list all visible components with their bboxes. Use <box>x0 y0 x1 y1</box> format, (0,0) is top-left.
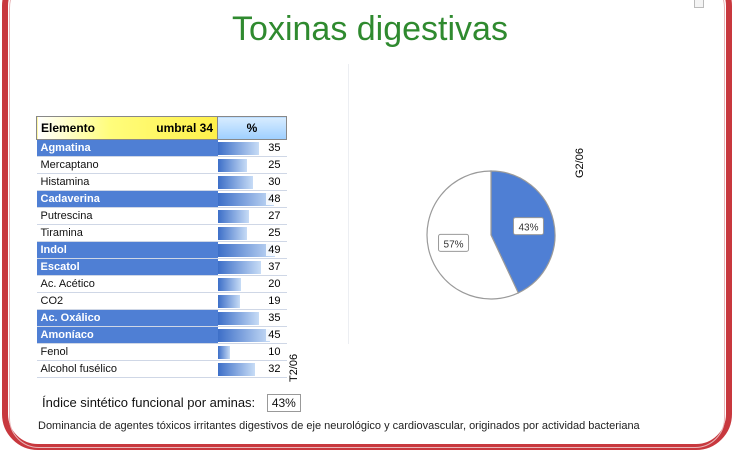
element-name: CO2 <box>36 292 218 310</box>
element-percent: 30 <box>217 173 287 191</box>
element-name: Tiramina <box>36 224 218 242</box>
percent-value: 37 <box>266 261 283 273</box>
table-row: CO2 19 <box>36 292 287 310</box>
element-percent: 27 <box>217 207 287 225</box>
percent-bar <box>217 346 230 359</box>
table-row: Ac. Acético 20 <box>36 275 287 293</box>
element-percent: 49 <box>217 241 287 259</box>
percent-bar <box>217 278 241 291</box>
pie-label: 43% <box>518 223 538 234</box>
percent-bar <box>217 329 270 342</box>
percent-value: 35 <box>266 142 283 154</box>
element-name: Amoníaco <box>36 326 218 344</box>
element-percent: 45 <box>217 326 287 344</box>
pie-chart: 43% 57% <box>426 170 556 300</box>
table-row: Histamina 30 <box>36 173 287 191</box>
element-percent: 48 <box>217 190 287 208</box>
slide-title: Toxinas digestivas <box>232 10 508 48</box>
percent-bar <box>217 295 240 308</box>
percent-bar <box>217 244 275 257</box>
percent-value: 27 <box>266 210 283 222</box>
table-row: Escatol 37 <box>36 258 287 276</box>
percent-value: 48 <box>266 193 283 205</box>
resize-handle-icon[interactable] <box>694 0 704 8</box>
percent-bar <box>217 227 247 240</box>
table-row: Ac. Oxálico 35 <box>36 309 287 327</box>
element-percent: 19 <box>217 292 287 310</box>
pie-label-box <box>512 217 544 236</box>
element-name: Fenol <box>36 343 218 361</box>
percent-value: 20 <box>266 278 283 290</box>
synthetic-index-label: Índice sintético funcional por aminas: <box>42 395 256 410</box>
table-row: Agmatina 35 <box>36 139 287 157</box>
element-percent: 20 <box>217 275 287 293</box>
element-name: Indol <box>36 241 218 259</box>
element-name: Mercaptano <box>36 156 218 174</box>
table-row: Tiramina 25 <box>36 224 287 242</box>
element-name: Escatol <box>36 258 218 276</box>
table-row: Alcohol fusélico 32 <box>36 360 287 378</box>
table-row: Putrescina 27 <box>36 207 287 225</box>
table-row: Amoníaco 45 <box>36 326 287 344</box>
element-name: Histamina <box>36 173 218 191</box>
synthetic-index: Índice sintético funcional por aminas: 4… <box>42 394 301 412</box>
element-percent: 35 <box>217 139 287 157</box>
conclusion-text: Dominancia de agentes tóxicos irritantes… <box>38 420 640 432</box>
header-percent: % <box>217 116 287 140</box>
percent-bar <box>217 261 261 274</box>
percent-value: 25 <box>266 159 283 171</box>
element-percent: 37 <box>217 258 287 276</box>
header-element-label: Elemento <box>41 121 96 135</box>
percent-bar <box>217 176 253 189</box>
header-element: Elemento umbral 34 <box>36 116 218 140</box>
table-row: Indol 49 <box>36 241 287 259</box>
table-row: Fenol 10 <box>36 343 287 361</box>
divider <box>348 64 349 344</box>
percent-value: 10 <box>266 346 283 358</box>
pie-label: 57% <box>444 239 464 250</box>
element-percent: 25 <box>217 224 287 242</box>
element-name: Putrescina <box>36 207 218 225</box>
percent-value: 19 <box>266 295 283 307</box>
percent-value: 49 <box>266 244 283 256</box>
percent-bar <box>217 193 274 206</box>
toxins-table: Elemento umbral 34 % Agmatina 35 Mercaptan… <box>36 116 287 378</box>
element-percent: 25 <box>217 156 287 174</box>
pie-slice <box>426 170 520 300</box>
percent-bar <box>217 159 247 172</box>
element-name: Alcohol fusélico <box>36 360 218 378</box>
percent-bar <box>217 363 255 376</box>
synthetic-index-value: 43% <box>266 394 301 412</box>
element-name: Cadaverina <box>36 190 218 208</box>
percent-value: 45 <box>266 329 283 341</box>
percent-value: 30 <box>266 176 283 188</box>
pie-label-box <box>438 233 470 252</box>
element-name: Ac. Acético <box>36 275 218 293</box>
element-name: Ac. Oxálico <box>36 309 218 327</box>
percent-value: 25 <box>266 227 283 239</box>
percent-bar <box>217 142 259 155</box>
table-code-label: T2/06 <box>288 353 300 382</box>
percent-value: 32 <box>266 363 283 375</box>
element-percent: 32 <box>217 360 287 378</box>
table-header-row: Elemento umbral 34 % <box>36 116 287 140</box>
header-threshold: umbral 34 <box>156 121 213 135</box>
table-row: Cadaverina 48 <box>36 190 287 208</box>
table-row: Mercaptano 25 <box>36 156 287 174</box>
element-percent: 10 <box>217 343 287 361</box>
element-name: Agmatina <box>36 139 218 157</box>
element-percent: 35 <box>217 309 287 327</box>
percent-bar <box>217 312 259 325</box>
percent-bar <box>217 210 249 223</box>
percent-value: 35 <box>266 312 283 324</box>
